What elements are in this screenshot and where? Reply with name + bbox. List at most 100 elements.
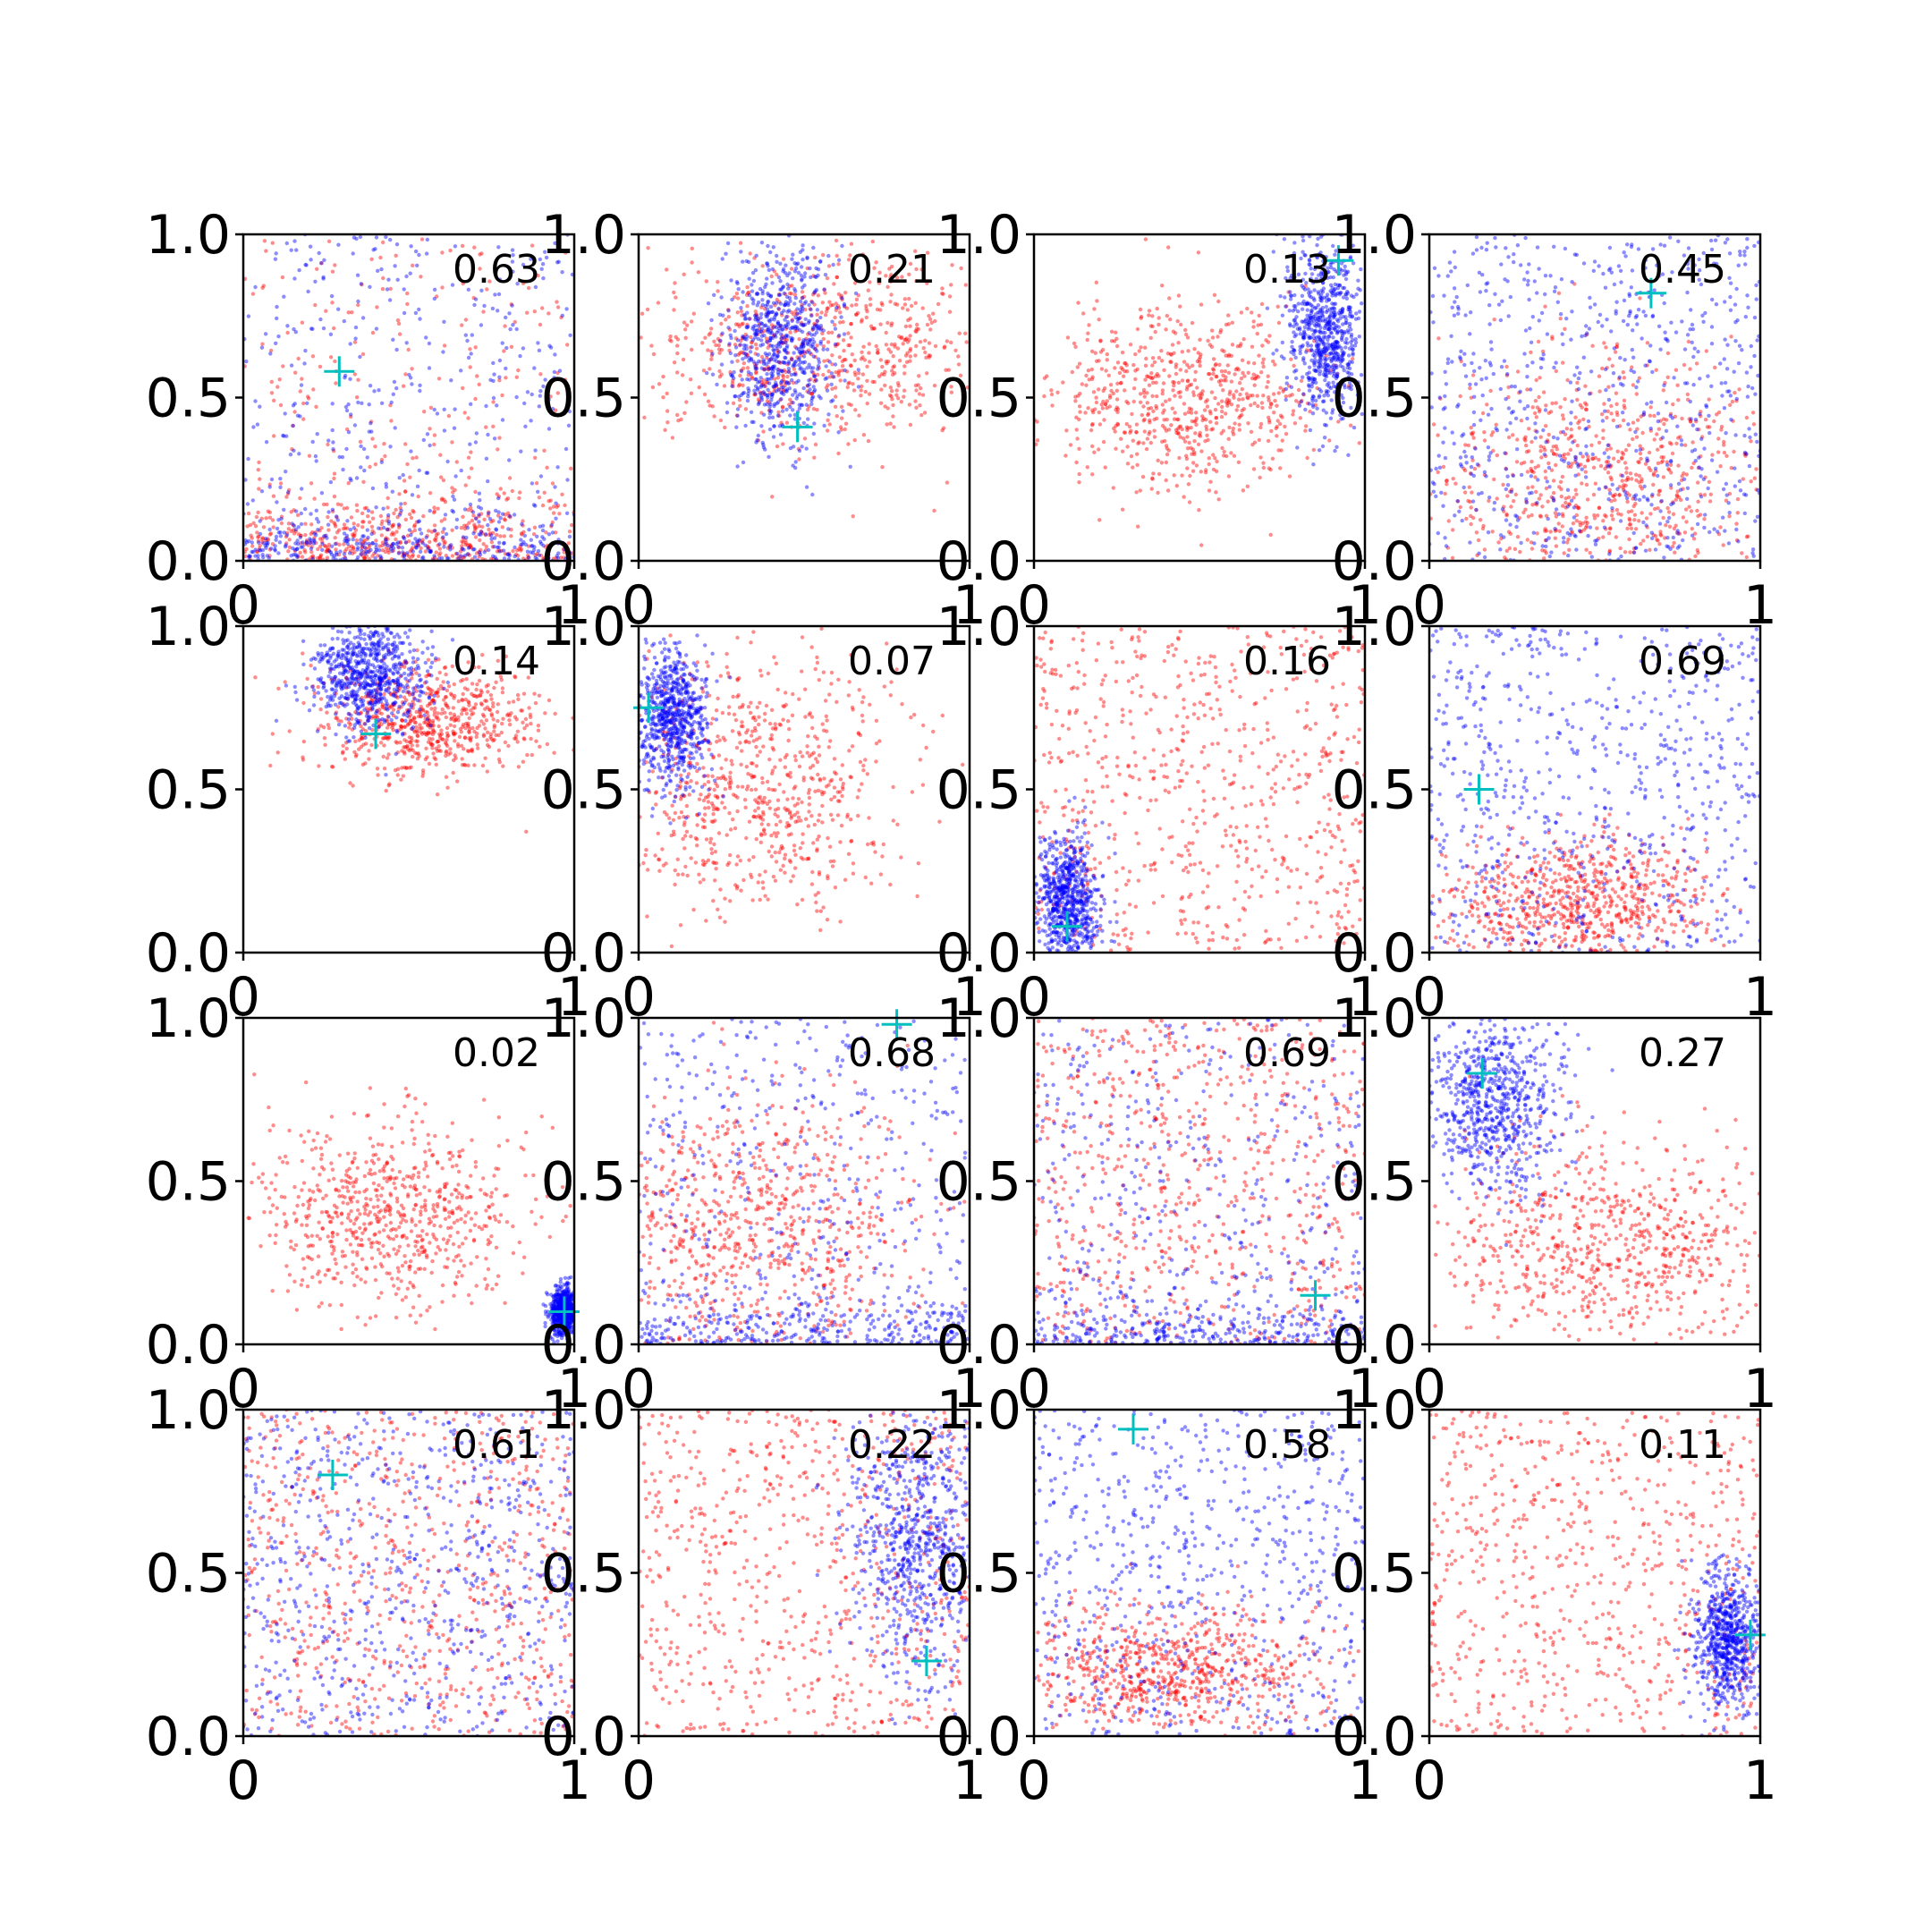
red-point bbox=[753, 342, 758, 347]
blue-point bbox=[547, 555, 551, 561]
red-point bbox=[1623, 550, 1628, 555]
red-point bbox=[1470, 490, 1474, 495]
blue-point bbox=[750, 419, 754, 424]
blue-point bbox=[284, 470, 288, 474]
red-point bbox=[384, 536, 388, 540]
blue-point bbox=[523, 542, 529, 547]
blue-point bbox=[1462, 485, 1466, 490]
red-point bbox=[1631, 496, 1635, 501]
blue-point bbox=[479, 532, 483, 537]
blue-point bbox=[1317, 366, 1321, 370]
red-point bbox=[1190, 419, 1195, 424]
red-point bbox=[1450, 555, 1455, 560]
red-point bbox=[1133, 352, 1138, 357]
red-point bbox=[1193, 411, 1199, 415]
red-point bbox=[1482, 547, 1487, 552]
red-point bbox=[787, 402, 792, 407]
red-point bbox=[1199, 395, 1203, 400]
red-point bbox=[1250, 344, 1255, 349]
red-point bbox=[1620, 455, 1624, 460]
blue-point bbox=[1317, 292, 1321, 296]
red-point bbox=[1592, 513, 1597, 518]
red-point bbox=[717, 375, 723, 379]
blue-point bbox=[812, 387, 818, 393]
red-point bbox=[1238, 414, 1242, 419]
blue-point bbox=[1328, 275, 1333, 280]
blue-point bbox=[1296, 301, 1301, 306]
red-point bbox=[885, 361, 889, 366]
red-point bbox=[335, 515, 339, 520]
red-point bbox=[1131, 362, 1136, 368]
blue-point bbox=[264, 541, 269, 546]
red-point bbox=[341, 526, 346, 531]
blue-point bbox=[751, 325, 756, 329]
blue-point bbox=[772, 424, 776, 428]
blue-point bbox=[299, 511, 303, 516]
blue-point bbox=[372, 389, 377, 394]
blue-point bbox=[818, 315, 823, 320]
red-point bbox=[1178, 424, 1183, 428]
red-point bbox=[949, 283, 953, 287]
blue-point bbox=[1349, 405, 1353, 411]
red-point bbox=[963, 283, 969, 287]
blue-point bbox=[342, 318, 346, 324]
blue-point bbox=[399, 502, 403, 506]
blue-point bbox=[802, 283, 807, 288]
red-point bbox=[941, 426, 946, 430]
red-point bbox=[787, 369, 792, 374]
blue-point bbox=[1740, 348, 1744, 352]
blue-point bbox=[565, 478, 570, 482]
red-point bbox=[1209, 428, 1214, 432]
red-point bbox=[839, 293, 843, 298]
blue-point bbox=[369, 531, 374, 537]
red-point bbox=[378, 556, 384, 561]
blue-point bbox=[1333, 301, 1338, 306]
blue-point bbox=[522, 533, 527, 538]
red-point bbox=[303, 521, 308, 526]
red-point bbox=[1255, 331, 1259, 336]
red-point bbox=[332, 476, 336, 481]
blue-point bbox=[456, 556, 461, 561]
red-point bbox=[314, 404, 318, 409]
blue-point bbox=[391, 392, 395, 396]
red-point bbox=[410, 546, 415, 550]
red-point bbox=[1691, 537, 1697, 541]
red-point bbox=[1107, 395, 1113, 400]
blue-point bbox=[1301, 343, 1305, 348]
red-point bbox=[1087, 323, 1091, 327]
blue-point bbox=[756, 318, 760, 324]
blue-point bbox=[476, 504, 481, 509]
blue-point bbox=[479, 506, 484, 511]
red-point bbox=[826, 264, 832, 268]
blue-point bbox=[733, 353, 738, 358]
blue-point bbox=[550, 406, 555, 411]
red-point bbox=[888, 386, 893, 390]
blue-point bbox=[1321, 342, 1326, 347]
red-point bbox=[1240, 412, 1244, 418]
blue-point bbox=[268, 352, 273, 356]
red-point bbox=[551, 511, 556, 515]
blue-point bbox=[744, 337, 749, 342]
red-point bbox=[772, 269, 777, 274]
red-point bbox=[1710, 453, 1715, 457]
blue-point bbox=[565, 555, 571, 560]
red-point bbox=[570, 551, 574, 555]
red-point bbox=[903, 324, 909, 329]
blue-point bbox=[757, 359, 761, 364]
red-point bbox=[1185, 379, 1191, 384]
red-point bbox=[1148, 440, 1154, 445]
blue-point bbox=[1322, 365, 1327, 369]
blue-point bbox=[402, 553, 407, 558]
blue-point bbox=[1343, 340, 1348, 344]
red-point bbox=[361, 479, 366, 484]
red-point bbox=[403, 517, 408, 522]
red-point bbox=[1268, 401, 1274, 406]
red-point bbox=[893, 301, 897, 306]
blue-point bbox=[472, 555, 478, 559]
blue-point bbox=[1320, 349, 1325, 354]
blue-point bbox=[759, 338, 764, 343]
blue-point bbox=[1308, 377, 1312, 381]
blue-point bbox=[413, 545, 419, 550]
blue-point bbox=[784, 294, 790, 300]
red-point bbox=[1513, 492, 1519, 497]
